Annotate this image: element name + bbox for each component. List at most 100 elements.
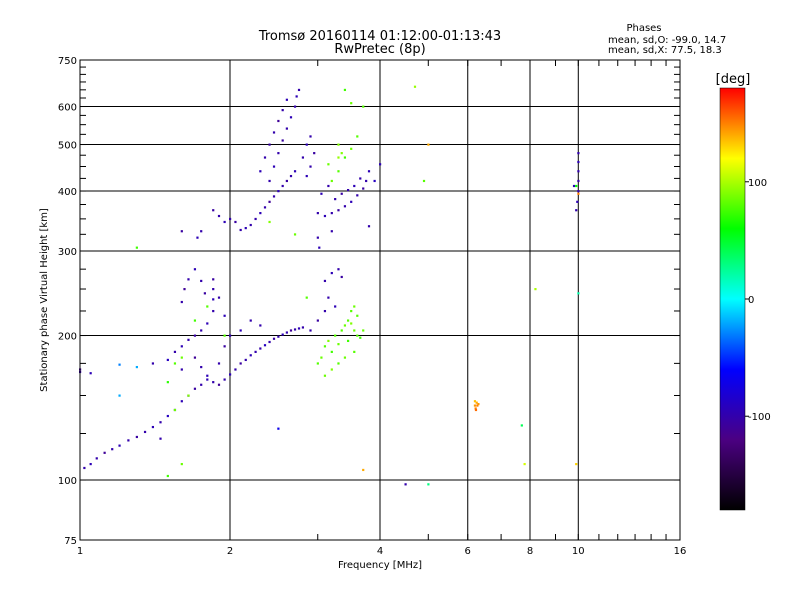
scatter-point bbox=[346, 189, 350, 192]
scatter-point bbox=[476, 404, 479, 407]
scatter-point bbox=[334, 334, 337, 337]
scatter-point bbox=[206, 374, 209, 377]
scatter-point bbox=[577, 160, 580, 164]
scatter-point bbox=[323, 214, 327, 218]
colorbar-ticks: -100 0 100 bbox=[745, 178, 771, 423]
scatter-point bbox=[330, 230, 333, 233]
scatter-point bbox=[263, 156, 267, 159]
scatter-point bbox=[159, 421, 162, 424]
chart-subtitle: RwPretec (8p) bbox=[334, 42, 425, 57]
scatter-point bbox=[334, 198, 337, 201]
scatter-point bbox=[320, 356, 323, 359]
scatter-point bbox=[193, 268, 197, 271]
scatter-point bbox=[346, 319, 350, 322]
scatter-point bbox=[254, 217, 257, 221]
scatter-point bbox=[577, 170, 580, 173]
scatter-point bbox=[293, 328, 297, 331]
scatter-point bbox=[474, 408, 478, 412]
scatter-point bbox=[359, 177, 362, 180]
scatter-point bbox=[281, 333, 284, 336]
scatter-point bbox=[229, 217, 232, 221]
scatter-point bbox=[577, 152, 580, 155]
scatter-point bbox=[135, 246, 138, 249]
scatter-point bbox=[313, 152, 316, 155]
scatter-point bbox=[367, 170, 371, 173]
scatter-point bbox=[334, 305, 337, 308]
scatter-point bbox=[301, 326, 305, 329]
scatter-point bbox=[268, 340, 271, 344]
scatter-point bbox=[200, 365, 203, 369]
scatter-point bbox=[327, 296, 330, 299]
scatter-point bbox=[281, 139, 284, 142]
scatter-point bbox=[572, 184, 576, 188]
scatter-point bbox=[268, 200, 271, 203]
scatter-point bbox=[316, 236, 319, 239]
scatter-point bbox=[356, 194, 359, 197]
scatter-point bbox=[281, 109, 284, 112]
scatter-point bbox=[343, 156, 347, 159]
scatter-point bbox=[272, 337, 276, 340]
scatter-point bbox=[473, 400, 477, 403]
scatter-point bbox=[297, 88, 301, 92]
scatter-point bbox=[173, 350, 177, 353]
scatter-point bbox=[323, 345, 327, 348]
scatter-point bbox=[183, 288, 186, 291]
scatter-point bbox=[330, 179, 333, 183]
scatter-point bbox=[346, 339, 350, 343]
scatter-point bbox=[166, 381, 169, 384]
x-tick-label: 1 bbox=[77, 546, 83, 557]
scatter-point bbox=[337, 268, 340, 271]
scatter-point bbox=[577, 190, 580, 193]
scatter-point bbox=[320, 192, 323, 195]
scatter-point bbox=[166, 414, 169, 418]
x-tick-label: 4 bbox=[377, 546, 383, 557]
scatter-point bbox=[83, 466, 86, 470]
scatter-point bbox=[187, 394, 190, 397]
x-axis-label: Frequency [MHz] bbox=[338, 560, 422, 571]
scatter-point bbox=[244, 227, 247, 230]
scatter-point bbox=[223, 220, 226, 224]
scatter-point bbox=[577, 179, 580, 183]
scatter-point bbox=[475, 401, 478, 404]
x-tick-label: 16 bbox=[674, 546, 687, 557]
scatter-point bbox=[193, 387, 197, 390]
scatter-point bbox=[305, 296, 308, 299]
scatter-point bbox=[89, 462, 92, 466]
scatter-point bbox=[327, 163, 330, 166]
scatter-point bbox=[135, 365, 138, 369]
colorbar-tick-label: 100 bbox=[748, 178, 767, 189]
scatter-point bbox=[309, 329, 312, 332]
scatter-point bbox=[350, 309, 353, 313]
scatter-point bbox=[577, 292, 580, 295]
scatter-point bbox=[404, 483, 407, 486]
scatter-point bbox=[212, 209, 215, 212]
scatter-point bbox=[180, 356, 183, 359]
scatter-point bbox=[187, 278, 190, 281]
scatter-point bbox=[330, 368, 333, 371]
scatter-point bbox=[223, 378, 226, 381]
scatter-point bbox=[343, 205, 347, 208]
scatter-point bbox=[362, 329, 365, 332]
scatter-point bbox=[259, 212, 262, 215]
scatter-point bbox=[272, 131, 276, 134]
scatter-point bbox=[200, 279, 203, 283]
scatter-point bbox=[234, 220, 237, 224]
scatter-point bbox=[356, 314, 359, 317]
scatter-point bbox=[135, 435, 138, 439]
scatter-point bbox=[316, 212, 319, 215]
scatter-point bbox=[350, 147, 353, 150]
scatter-point bbox=[343, 324, 347, 327]
scatter-point bbox=[353, 305, 356, 308]
scatter-point bbox=[151, 362, 155, 365]
scatter-point bbox=[337, 156, 340, 159]
scatter-point bbox=[212, 298, 215, 301]
scatter-point bbox=[285, 127, 288, 130]
scatter-point bbox=[337, 209, 340, 212]
scatter-point bbox=[473, 404, 477, 407]
scatter-point bbox=[206, 322, 209, 325]
y-tick-label: 300 bbox=[58, 247, 77, 258]
scatter-point bbox=[353, 184, 356, 188]
scatter-point bbox=[330, 212, 333, 215]
scatter-point bbox=[223, 334, 226, 337]
colorbar bbox=[719, 87, 746, 511]
